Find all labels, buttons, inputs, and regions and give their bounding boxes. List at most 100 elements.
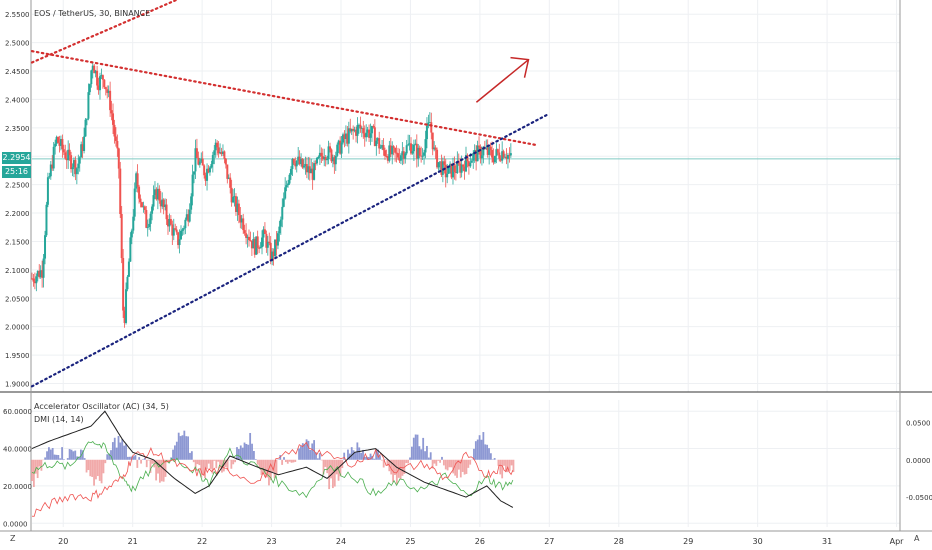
- x-tick-label: 24: [336, 537, 346, 546]
- ac-bar: [83, 458, 86, 460]
- candle-body: [276, 233, 279, 246]
- candle-body: [491, 150, 494, 158]
- candle-body: [501, 151, 504, 161]
- candle-body: [357, 124, 360, 126]
- ac-bar: [350, 447, 353, 460]
- ac-bar: [414, 434, 417, 460]
- candle-body: [87, 92, 90, 119]
- candle-body: [112, 113, 115, 125]
- ac-bar: [459, 459, 462, 478]
- ac-bar: [157, 459, 159, 474]
- ac-bar: [390, 459, 393, 475]
- blue-trendline: [30, 112, 551, 388]
- ac-bar: [467, 459, 470, 468]
- ac-bar: [104, 459, 107, 464]
- ac-bar: [332, 459, 334, 489]
- candle-body: [389, 145, 392, 155]
- candle-body: [193, 171, 196, 175]
- ac-bar: [202, 459, 205, 476]
- candle-body: [482, 148, 485, 156]
- candle-body: [249, 240, 252, 241]
- ac-bar: [307, 440, 310, 460]
- ac-bar: [79, 449, 82, 460]
- zoom-icon[interactable]: Z: [10, 534, 16, 543]
- ac-bar: [155, 459, 158, 481]
- candle-body: [162, 199, 165, 208]
- ac-bar: [444, 459, 447, 470]
- ac-bar: [508, 459, 511, 471]
- candle-body: [109, 90, 112, 111]
- candles-group: [31, 62, 512, 328]
- ac-bar: [72, 451, 75, 460]
- candle-body: [197, 157, 200, 165]
- ind-left-tick-label: 0.0000: [3, 520, 28, 528]
- ac-bar: [181, 435, 184, 460]
- ac-bar: [358, 447, 361, 460]
- candle-body: [138, 186, 141, 199]
- ac-bar: [149, 459, 152, 473]
- candle-body: [298, 156, 301, 165]
- candle-body: [234, 196, 237, 212]
- candle-body: [450, 163, 453, 178]
- candle-body: [506, 154, 509, 159]
- candle-body: [259, 247, 262, 249]
- candle-body: [266, 241, 269, 248]
- candle-body: [466, 154, 469, 162]
- candle-body: [208, 167, 211, 173]
- candle-body: [149, 213, 152, 224]
- y-tick-label: 2.0500: [5, 295, 30, 303]
- candle-body: [321, 156, 324, 160]
- ac-bar: [316, 458, 319, 460]
- ac-bar: [185, 436, 188, 460]
- candle-body: [94, 70, 97, 74]
- candle-body: [346, 133, 349, 144]
- ac-bar: [198, 459, 201, 466]
- ac-bar: [115, 447, 118, 460]
- candle-body: [164, 204, 167, 208]
- candle-body: [473, 150, 476, 154]
- candle-body: [446, 173, 449, 178]
- candle-body: [169, 218, 172, 225]
- ac-bar: [271, 459, 274, 473]
- ac-bar: [34, 459, 37, 474]
- ac-bar: [354, 452, 357, 460]
- candle-body: [93, 65, 96, 74]
- candle-body: [301, 158, 304, 168]
- dmi-indicator-label[interactable]: DMI (14, 14): [34, 415, 84, 424]
- candle-body: [275, 239, 278, 246]
- candle-body: [67, 149, 70, 161]
- candle-body: [300, 158, 303, 165]
- candle-body: [287, 183, 290, 186]
- ac-bar: [175, 441, 178, 460]
- candle-body: [181, 229, 184, 231]
- candle-body: [368, 129, 371, 138]
- candle-body: [440, 161, 443, 175]
- candle-body: [359, 124, 362, 129]
- candle-body: [132, 216, 135, 231]
- candle-body: [415, 143, 418, 159]
- auto-scale-icon[interactable]: A: [914, 534, 920, 543]
- ac-bar: [463, 459, 466, 475]
- ac-bar: [294, 459, 297, 462]
- ac-bar: [288, 459, 291, 462]
- candle-body: [263, 229, 266, 234]
- ac-bar: [192, 459, 195, 463]
- ac-bar: [251, 443, 253, 460]
- candle-body: [486, 147, 489, 155]
- x-tick-label: 28: [614, 537, 624, 546]
- ac-bar: [377, 449, 379, 460]
- candle-body: [318, 152, 321, 157]
- ac-bar: [365, 456, 368, 460]
- candle-body: [71, 167, 74, 170]
- ac-bar: [433, 459, 436, 464]
- candle-body: [504, 156, 507, 158]
- ac-bar: [380, 459, 383, 461]
- ac-bar: [258, 459, 261, 468]
- ac-bar: [76, 456, 79, 460]
- ac-indicator-label[interactable]: Accelerator Oscillator (AC) (34, 5): [34, 402, 169, 411]
- ac-bar: [273, 459, 276, 479]
- candle-body: [185, 214, 188, 220]
- candle-body: [201, 158, 204, 166]
- candle-body: [58, 142, 61, 146]
